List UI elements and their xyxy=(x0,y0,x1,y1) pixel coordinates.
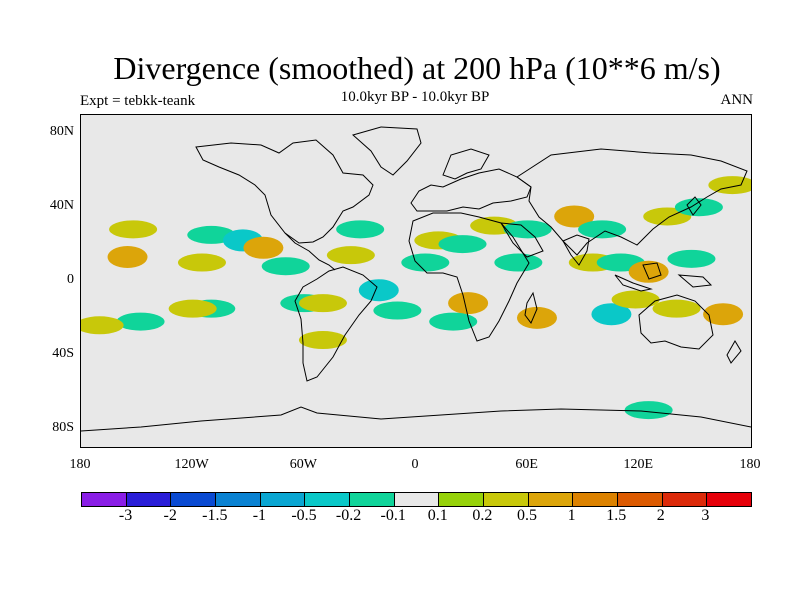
lon-tick-label: 120E xyxy=(623,457,654,472)
divergence-region-37 xyxy=(652,299,701,318)
lat-tick-label: 40S xyxy=(52,345,74,361)
lon-tick-label: 180 xyxy=(69,457,91,472)
colorbar-box xyxy=(82,493,127,506)
divergence-region-20 xyxy=(438,235,487,254)
divergence-region-40 xyxy=(624,401,673,420)
colorbar-label: 0.2 xyxy=(472,507,493,524)
divergence-region-26 xyxy=(516,306,557,329)
colorbar-label: -1.5 xyxy=(202,507,228,524)
divergence-region-24 xyxy=(448,292,489,315)
map-title: Divergence (smoothed) at 200 hPa (10**6 … xyxy=(113,50,721,86)
divergence-region-25 xyxy=(429,312,478,331)
colorbar-box xyxy=(260,493,306,506)
divergence-region-17 xyxy=(373,301,422,320)
map-subtitle: 10.0kyr BP - 10.0kyr BP xyxy=(340,89,490,105)
colorbar-label: -0.1 xyxy=(380,507,406,524)
coastline-india xyxy=(562,234,590,266)
lon-tick-label: 120W xyxy=(174,457,209,472)
colorbar-box xyxy=(662,493,708,506)
divergence-region-23 xyxy=(494,253,543,272)
coastline-arabia xyxy=(500,222,544,258)
lon-tick-label: 0 xyxy=(411,457,419,472)
coastline-north-america xyxy=(195,139,374,244)
colorbar-label: 0.5 xyxy=(517,507,537,524)
lat-tick-label: 40N xyxy=(49,198,74,214)
coastline-south-america xyxy=(294,266,378,382)
colorbar-label: -1 xyxy=(252,507,267,524)
divergence-region-6 xyxy=(261,257,310,276)
colorbar-box xyxy=(618,493,663,506)
colorbar-label: -0.2 xyxy=(335,507,362,524)
map-frame xyxy=(80,114,752,448)
divergence-region-36 xyxy=(611,290,660,309)
divergence-region-28 xyxy=(578,220,627,239)
divergence-region-10 xyxy=(81,316,124,335)
colorbar-label: 1 xyxy=(567,507,576,524)
divergence-region-13 xyxy=(298,331,347,350)
coastline-greenland xyxy=(351,126,422,176)
coastline-indonesia xyxy=(614,274,653,292)
colorbar-box xyxy=(216,493,261,506)
lon-tick-label: 60W xyxy=(289,457,317,472)
colorbar xyxy=(81,492,752,507)
divergence-region-1 xyxy=(109,220,158,239)
divergence-region-14 xyxy=(336,220,385,239)
divergence-region-5 xyxy=(243,236,284,259)
coastline-new-zealand xyxy=(726,340,742,364)
coastline-asia xyxy=(516,148,748,256)
coastline-antarctica xyxy=(81,406,751,432)
divergence-region-8 xyxy=(168,299,217,318)
colorbar-label: 0.1 xyxy=(427,507,448,524)
divergence-region-16 xyxy=(358,279,399,302)
divergence-region-31 xyxy=(628,260,669,283)
divergence-region-0 xyxy=(107,246,148,269)
colorbar-box xyxy=(171,493,217,506)
divergence-region-38 xyxy=(703,303,744,326)
map-plot xyxy=(81,126,751,432)
lon-tick-label: 180 xyxy=(739,457,761,472)
lat-tick-label: 80S xyxy=(52,419,74,435)
colorbar-label: 3 xyxy=(701,507,710,524)
divergence-region-12 xyxy=(298,294,347,313)
divergence-region-3 xyxy=(177,253,226,272)
divergence-region-34 xyxy=(667,249,716,268)
coastline-new-guinea xyxy=(677,274,713,288)
colorbar-box xyxy=(305,493,351,506)
divergence-region-9 xyxy=(116,312,165,331)
divergence-region-22 xyxy=(503,220,552,239)
colorbar-label: -2 xyxy=(163,507,177,524)
colorbar-label: -0.5 xyxy=(291,507,317,524)
coastline-australia xyxy=(638,294,714,350)
colorbar-label: -3 xyxy=(118,507,133,524)
coastline-central-america xyxy=(284,232,336,271)
season-label: ANN xyxy=(720,92,754,108)
colorbar-box xyxy=(528,493,574,506)
colorbar-label: 1.5 xyxy=(606,507,627,524)
colorbar-box xyxy=(394,493,440,506)
coastline-madagascar xyxy=(524,291,538,324)
divergence-region-39 xyxy=(708,176,751,195)
colorbar-box xyxy=(484,493,529,506)
colorbar-box xyxy=(350,493,395,506)
colorbar-box xyxy=(707,493,752,506)
colorbar-label: 2 xyxy=(656,507,665,524)
lat-tick-label: 80N xyxy=(49,124,74,140)
lon-tick-label: 60E xyxy=(515,457,538,472)
colorbar-box xyxy=(439,493,485,506)
coastline-scandinavia xyxy=(442,148,490,180)
divergence-region-18 xyxy=(401,253,450,272)
divergence-region-35 xyxy=(591,303,632,326)
colorbar-box xyxy=(126,493,172,506)
coastline-japan xyxy=(686,196,702,216)
coastline-borneo xyxy=(642,262,662,280)
experiment-label: Expt = tebkk-teank xyxy=(80,93,196,109)
divergence-region-15 xyxy=(326,246,375,265)
coastline-africa xyxy=(408,212,530,342)
colorbar-box xyxy=(573,493,619,506)
coastline-europe xyxy=(410,168,532,212)
lat-tick-label: 0 xyxy=(67,272,74,287)
divergence-region-27 xyxy=(554,205,595,228)
